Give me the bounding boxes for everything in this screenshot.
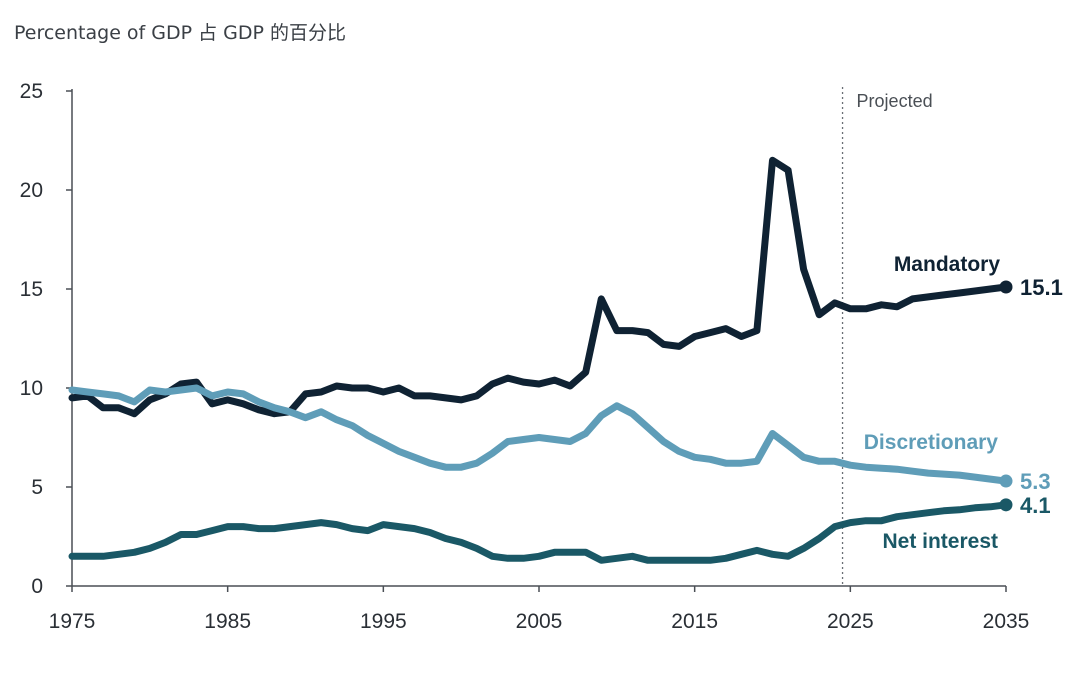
x-tick-label: 1975: [49, 610, 96, 633]
end-value-net-interest: 4.1: [1020, 493, 1051, 518]
series-end-marker-net-interest: [999, 498, 1013, 512]
series-end-marker-mandatory: [999, 280, 1013, 294]
series-label-discretionary: Discretionary: [864, 431, 999, 454]
series-line-mandatory: [68, 156, 1010, 418]
x-tick-label: 2015: [671, 610, 718, 633]
y-tick-label: 25: [20, 80, 43, 103]
projection-label: Projected: [857, 91, 933, 111]
end-value-mandatory: 15.1: [1020, 275, 1063, 300]
series-line-discretionary: [68, 384, 1010, 485]
y-tick-label: 20: [20, 179, 43, 202]
series-label-mandatory: Mandatory: [894, 253, 1001, 276]
x-tick-label: 2025: [827, 610, 874, 633]
chart-title: Percentage of GDP 占 GDP 的百分比: [14, 22, 347, 44]
y-tick-label: 0: [31, 575, 43, 598]
x-tick-label: 1995: [360, 610, 407, 633]
x-tick-label: 2035: [983, 610, 1030, 633]
end-value-discretionary: 5.3: [1020, 469, 1051, 494]
y-tick-label: 10: [20, 377, 43, 400]
x-tick-label: 2005: [516, 610, 563, 633]
series-end-marker-discretionary: [999, 474, 1013, 488]
y-tick-label: 5: [31, 476, 43, 499]
y-tick-label: 15: [20, 278, 43, 301]
x-tick-label: 1985: [204, 610, 251, 633]
series-line-net-interest: [68, 501, 1010, 564]
series-label-net-interest: Net interest: [882, 530, 998, 553]
